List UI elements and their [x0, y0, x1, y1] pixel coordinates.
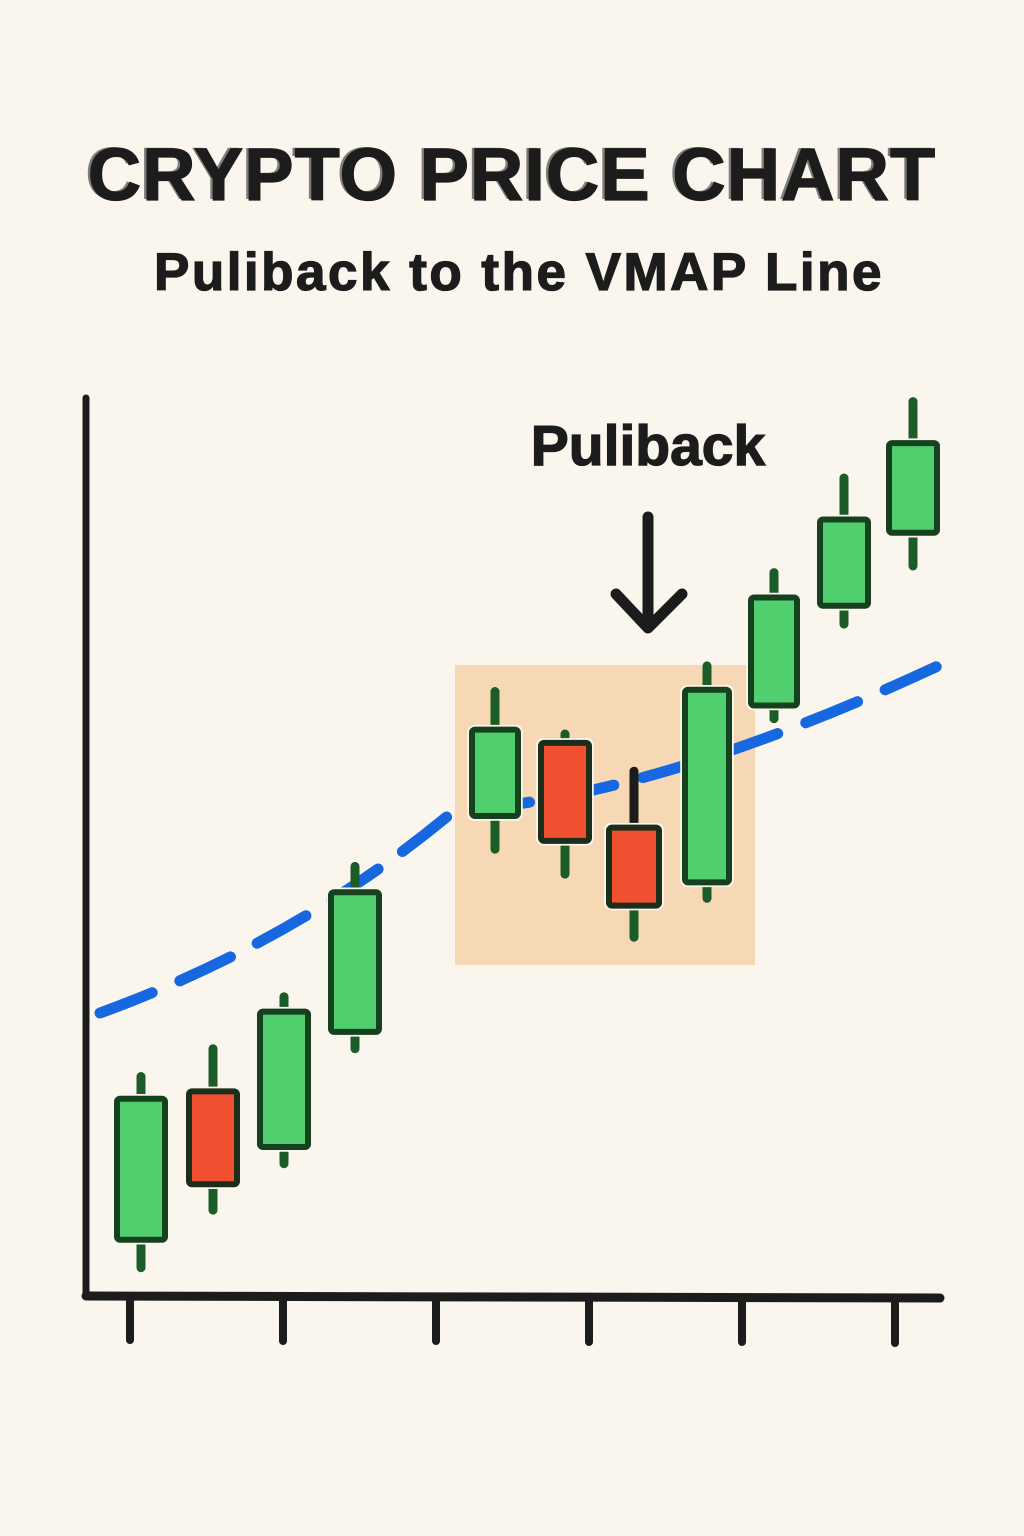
svg-text:CRYPTO PRICE CHART: CRYPTO PRICE CHART [88, 133, 937, 216]
svg-text:Puliback: Puliback [531, 414, 766, 478]
svg-text:Puliback to the VMAP Line: Puliback to the VMAP Line [154, 243, 884, 302]
